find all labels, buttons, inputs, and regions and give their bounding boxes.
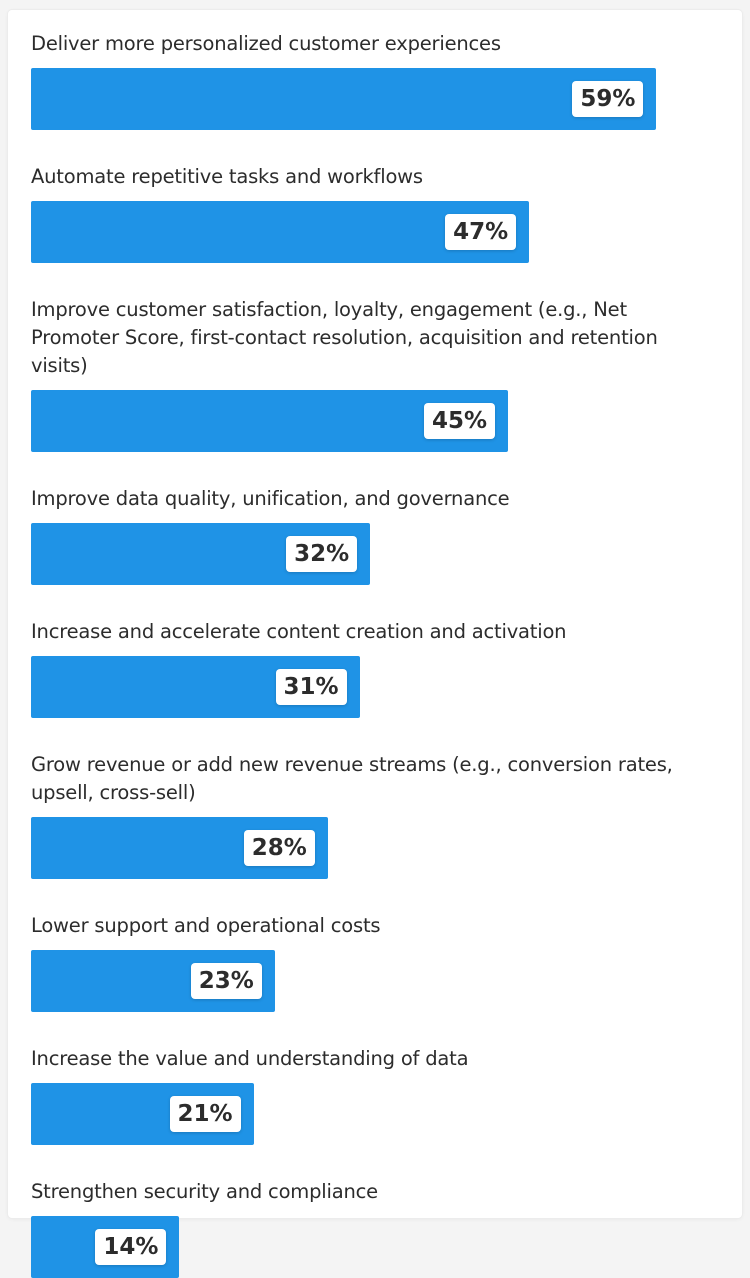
bar: 21%	[31, 1083, 254, 1145]
value-label: 45%	[423, 403, 495, 439]
category-label: Grow revenue or add new revenue streams …	[31, 753, 673, 804]
bar: 14%	[31, 1216, 180, 1278]
horizontal-bar-chart: Deliver more personalized customer exper…	[31, 32, 673, 1278]
category-label: Increase and accelerate content creation…	[31, 620, 567, 643]
category-label: Improve data quality, unification, and g…	[31, 487, 510, 510]
category-label: Strengthen security and compliance	[31, 1180, 378, 1203]
value-label: 21%	[169, 1096, 241, 1132]
value-label: 31%	[275, 669, 347, 705]
value-label: 14%	[95, 1229, 167, 1265]
bar: 23%	[31, 950, 275, 1012]
category-label: Deliver more personalized customer exper…	[31, 32, 501, 55]
value-label: 32%	[286, 536, 358, 572]
category-label: Improve customer satisfaction, loyalty, …	[31, 298, 658, 377]
bar: 32%	[31, 523, 371, 585]
value-label: 47%	[445, 214, 517, 250]
bar: 45%	[31, 390, 508, 452]
value-label: 59%	[572, 81, 644, 117]
bar: 59%	[31, 68, 657, 130]
bar: 47%	[31, 201, 530, 263]
category-label: Automate repetitive tasks and workflows	[31, 165, 423, 188]
bar: 31%	[31, 656, 360, 718]
value-label: 23%	[190, 963, 262, 999]
category-label: Increase the value and understanding of …	[31, 1047, 469, 1070]
value-label: 28%	[243, 830, 315, 866]
bar: 28%	[31, 817, 328, 879]
category-label: Lower support and operational costs	[31, 914, 381, 937]
